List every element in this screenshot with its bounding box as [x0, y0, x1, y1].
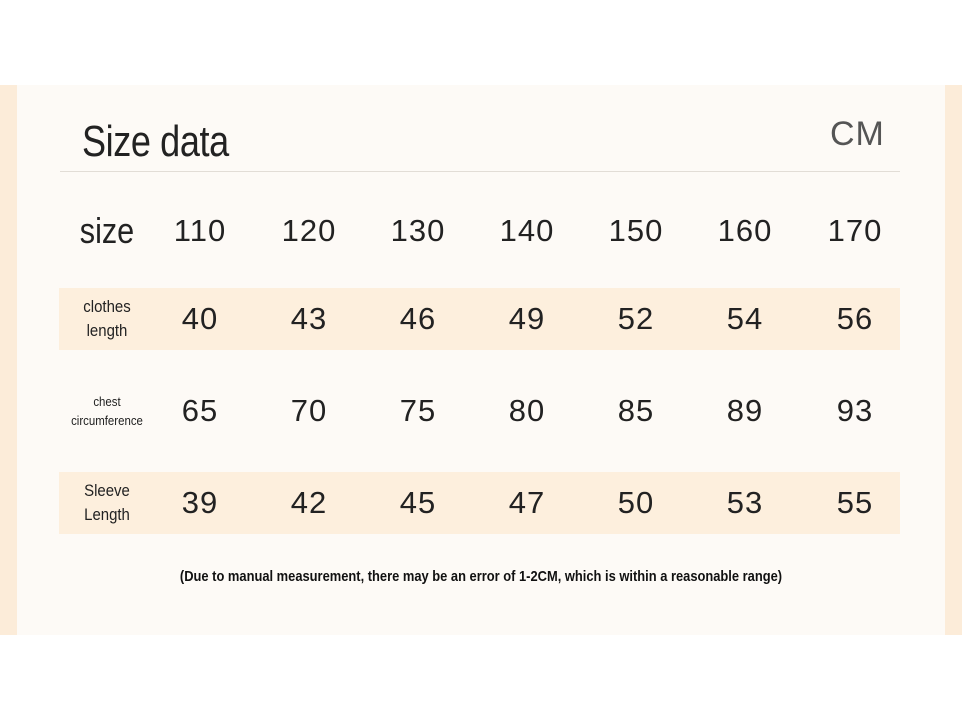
row-label: clothes length	[83, 297, 131, 340]
table-cell: 49	[508, 301, 546, 336]
table-cell: 40	[181, 301, 219, 336]
table-cell: 39	[181, 485, 219, 520]
table-cell: 160	[717, 213, 773, 248]
table-row: size 110 120 130 140 150 160 170	[59, 200, 900, 262]
table-cell: 54	[726, 301, 764, 336]
table-cell: 85	[617, 393, 655, 428]
table-cell: 80	[508, 393, 546, 428]
table-cell: 52	[617, 301, 655, 336]
divider	[60, 171, 900, 172]
table-cell: 93	[836, 393, 874, 428]
table-cell: 150	[608, 213, 664, 248]
table-cell: 110	[173, 213, 227, 248]
table-cell: 42	[290, 485, 328, 520]
table-cell: 47	[508, 485, 546, 520]
row-label: Sleeve Length	[84, 481, 130, 524]
table-cell: 46	[399, 301, 437, 336]
table-row: chest circumference 65 70 75 80 85 89 93	[59, 380, 900, 442]
table-cell: 89	[726, 393, 764, 428]
table-cell: 140	[499, 213, 555, 248]
table-cell: 130	[390, 213, 446, 248]
table-cell: 65	[181, 393, 219, 428]
title: Size data	[82, 117, 229, 166]
table-row: clothes length 40 43 46 49 52 54 56	[59, 288, 900, 350]
table-cell: 170	[827, 213, 883, 248]
table-cell: 55	[836, 485, 874, 520]
table-cell: 45	[399, 485, 437, 520]
size-panel: Size data CM size 110 120 130 140 150 160 170 cl…	[0, 85, 962, 635]
edge	[0, 85, 17, 635]
table-cell: 50	[617, 485, 655, 520]
table-cell: 43	[290, 301, 328, 336]
edge	[945, 85, 962, 635]
table-row: Sleeve Length 39 42 45 47 50 53 55	[59, 472, 900, 534]
table-cell: 75	[399, 393, 437, 428]
unit: CM	[830, 115, 885, 153]
note: (Due to manual measurement, there may be…	[179, 568, 783, 585]
table-cell: 53	[726, 485, 764, 520]
row-label: chest circumference	[71, 394, 143, 428]
table-cell: 56	[836, 301, 874, 336]
row-label: size	[79, 210, 135, 251]
table-cell: 120	[281, 213, 337, 248]
table-cell: 70	[290, 393, 328, 428]
